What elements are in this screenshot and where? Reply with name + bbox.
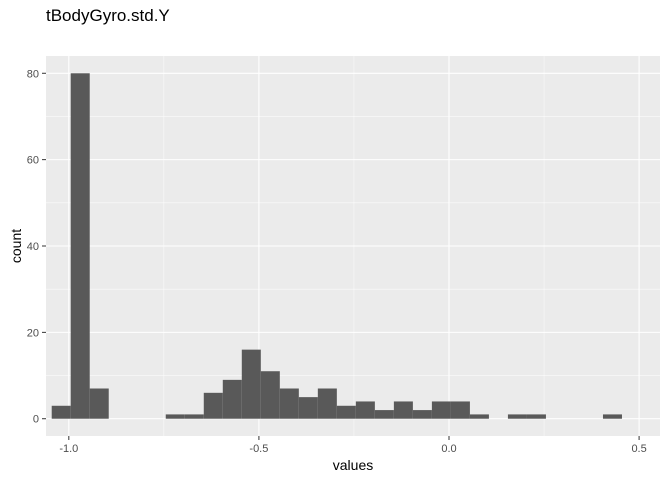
y-tick-label: 20 [27,327,39,339]
histogram-bar [203,392,223,419]
histogram-bar [89,388,109,419]
histogram-bar [336,405,356,419]
histogram-bar [507,414,527,419]
y-tick-label: 40 [27,241,39,253]
histogram-bar [260,371,280,419]
histogram-bar [298,397,318,419]
histogram-bar [51,405,71,419]
histogram-bar [70,73,90,419]
histogram-bar [317,388,337,419]
histogram-bar [222,379,242,419]
histogram-bar [469,414,489,419]
histogram-bars [51,73,622,419]
histogram-bar [412,410,432,419]
y-tick-label: 80 [27,68,39,80]
y-axis-title: count [8,229,24,263]
histogram-bar [602,414,622,419]
histogram-bar [450,401,470,419]
histogram-bar [374,410,394,419]
histogram-bar [279,388,299,419]
x-tick-label: -1.0 [59,443,78,455]
histogram-bar [355,401,375,419]
x-axis-title: values [333,457,373,473]
histogram-bar [165,414,185,419]
y-tick-label: 0 [33,414,39,426]
histogram-bar [526,414,546,419]
histogram-bar [241,349,261,419]
x-tick-label: 0.5 [631,443,646,455]
histogram-bar [184,414,204,419]
y-tick-label: 60 [27,155,39,167]
axes: -1.0 -0.5 0.0 0.5 0 20 40 60 80 [27,68,647,455]
histogram-bar [393,401,413,419]
x-tick-label: 0.0 [441,443,456,455]
x-tick-label: -0.5 [249,443,268,455]
histogram-bar [431,401,451,419]
chart-title: tBodyGyro.std.Y [46,6,170,25]
